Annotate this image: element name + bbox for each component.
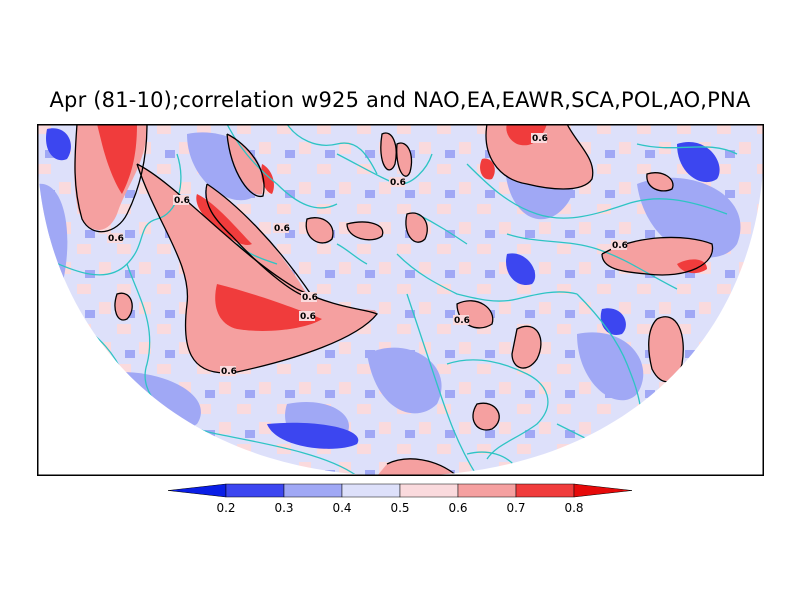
contour-label: 0.6 (532, 134, 548, 144)
colorbar-box (341, 483, 401, 498)
colorbar-box (457, 483, 517, 498)
correlation-field (37, 124, 764, 476)
contour-label: 0.6 (302, 293, 318, 303)
contour-label: 0.6 (221, 367, 237, 377)
colorbar-tick-label: 0.6 (448, 501, 467, 515)
colorbar-boxes (167, 483, 633, 498)
colorbar-box (283, 483, 343, 498)
map-frame-border (37, 124, 764, 476)
colorbar-tick-label: 0.8 (564, 501, 583, 515)
map-title: Apr (81-10);correlation w925 and NAO,EA,… (49, 88, 751, 112)
colorbar-tick-label: 0.5 (390, 501, 409, 515)
correlation-map: 0.6 0.6 0.6 0.6 0.6 0.6 0.6 0.6 0.6 0.6 (37, 124, 764, 476)
contour-label: 0.6 (174, 196, 190, 206)
colorbar-arrow-high (573, 483, 633, 498)
colorbar-tick-label: 0.7 (506, 501, 525, 515)
colorbar-box (515, 483, 575, 498)
contour-lines (74, 124, 714, 476)
colorbar: 0.2 0.3 0.4 0.5 0.6 0.7 0.8 (167, 483, 633, 515)
contour-label: 0.6 (108, 234, 124, 244)
colorbar-tick-label: 0.3 (274, 501, 293, 515)
contour-label: 0.6 (612, 241, 628, 251)
contour-label: 0.6 (390, 178, 406, 188)
colorbar-tick-labels: 0.2 0.3 0.4 0.5 0.6 0.7 0.8 (216, 501, 583, 515)
contour-label: 0.6 (274, 224, 290, 234)
contour-label: 0.6 (300, 312, 316, 322)
colorbar-box (399, 483, 459, 498)
contour-labels: 0.6 0.6 0.6 0.6 0.6 0.6 0.6 0.6 0.6 0.6 (107, 133, 628, 377)
colorbar-arrow-low (167, 483, 227, 498)
colorbar-tick-label: 0.2 (216, 501, 235, 515)
colorbar-box (225, 483, 285, 498)
contour-label: 0.6 (454, 316, 470, 326)
colorbar-tick-label: 0.4 (332, 501, 351, 515)
